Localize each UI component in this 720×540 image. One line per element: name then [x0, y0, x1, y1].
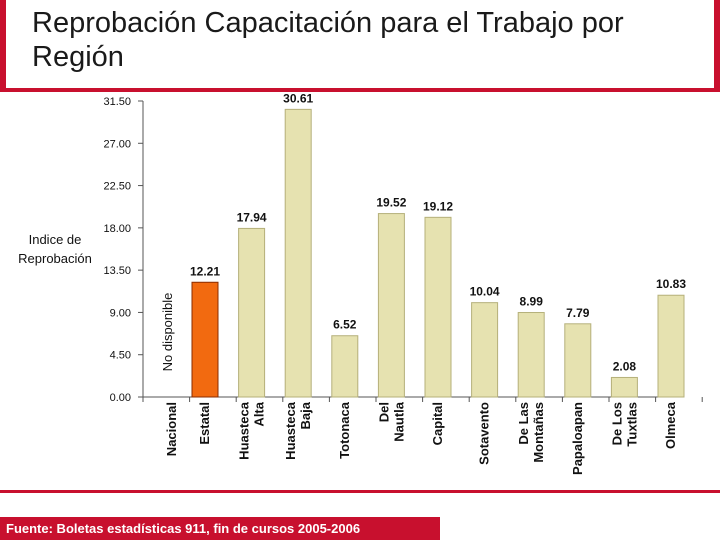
not-available-annotation: No disponible — [160, 293, 175, 372]
y-tick-label: 9.00 — [110, 307, 131, 319]
data-label: 10.04 — [470, 285, 500, 299]
bar — [377, 213, 405, 398]
right-accent-bar — [714, 0, 720, 90]
page-title: Reprobación Capacitación para el Trabajo… — [32, 7, 624, 73]
x-category-label: HuastecaAlta — [237, 401, 267, 460]
data-label: 30.61 — [283, 91, 313, 105]
y-tick-label: 31.50 — [103, 96, 131, 108]
source-bar: Fuente: Boletas estadísticas 911, fin de… — [0, 517, 440, 540]
x-category-label: Estatal — [197, 402, 212, 445]
x-category-label-line: Papaloapan — [570, 402, 585, 475]
bar — [471, 302, 499, 398]
x-category-label-line: De Las — [516, 402, 531, 445]
bar — [517, 312, 545, 398]
y-tick-label: 27.00 — [103, 138, 131, 150]
data-label: 19.12 — [423, 199, 453, 213]
data-label: 19.52 — [376, 196, 406, 210]
x-category-label: Olmeca — [663, 401, 678, 449]
bar — [284, 108, 312, 398]
x-category-label: HuastecaBaja — [283, 401, 313, 460]
y-tick-label: 0.00 — [110, 392, 131, 404]
y-axis-title-line2: Reprobación — [18, 251, 92, 266]
x-category-label: De LosTuxtlas — [609, 402, 639, 447]
x-category-label: DelNautla — [376, 401, 406, 442]
y-axis-title-line1: Indice de — [29, 232, 82, 247]
bar — [610, 376, 638, 398]
x-category-label-line: Nacional — [164, 402, 179, 456]
bar — [191, 281, 219, 398]
data-label: 7.79 — [566, 306, 590, 320]
x-category-label-line: Huasteca — [283, 401, 298, 460]
title-band: Reprobación Capacitación para el Trabajo… — [0, 0, 720, 90]
bar — [564, 323, 592, 398]
y-tick-label: 18.00 — [103, 223, 131, 235]
title-divider — [0, 88, 720, 92]
data-label: 12.21 — [190, 264, 220, 278]
x-category-label-line: Totonaca — [337, 401, 352, 459]
x-category-label-line: Tuxtlas — [624, 402, 639, 447]
x-category-label-line: Olmeca — [663, 401, 678, 449]
x-category-label-line: Del — [376, 402, 391, 422]
x-category-label-line: Estatal — [197, 402, 212, 445]
footer-divider — [0, 490, 720, 493]
y-tick-label: 22.50 — [103, 181, 131, 193]
x-category-label-line: Nautla — [391, 401, 406, 442]
x-category-label-line: Baja — [298, 401, 313, 429]
x-category-label: Totonaca — [337, 401, 352, 459]
data-label: 8.99 — [520, 295, 544, 309]
x-category-label: Papaloapan — [570, 402, 585, 475]
x-category-label: Capital — [430, 402, 445, 445]
left-accent-bar — [0, 0, 6, 90]
bar — [424, 216, 452, 398]
data-label: 6.52 — [333, 318, 357, 332]
source-note: Fuente: Boletas estadísticas 911, fin de… — [6, 521, 361, 536]
y-tick-label: 4.50 — [110, 350, 131, 362]
bar — [331, 335, 359, 398]
x-category-label-line: Alta — [252, 401, 267, 426]
data-label: 2.08 — [613, 359, 637, 373]
data-label: 10.83 — [656, 277, 686, 291]
x-category-label-line: Capital — [430, 402, 445, 445]
x-category-label: Sotavento — [477, 402, 492, 465]
bar — [657, 294, 685, 398]
data-label: 17.94 — [237, 210, 267, 224]
bar — [238, 227, 266, 398]
x-category-label: De LasMontañas — [516, 402, 546, 463]
x-category-label-line: Sotavento — [477, 402, 492, 465]
x-category-label-line: Montañas — [531, 402, 546, 463]
x-category-label: Nacional — [164, 402, 179, 456]
y-tick-label: 13.50 — [103, 265, 131, 277]
x-category-label-line: De Los — [609, 402, 624, 445]
x-category-label-line: Huasteca — [237, 401, 252, 460]
